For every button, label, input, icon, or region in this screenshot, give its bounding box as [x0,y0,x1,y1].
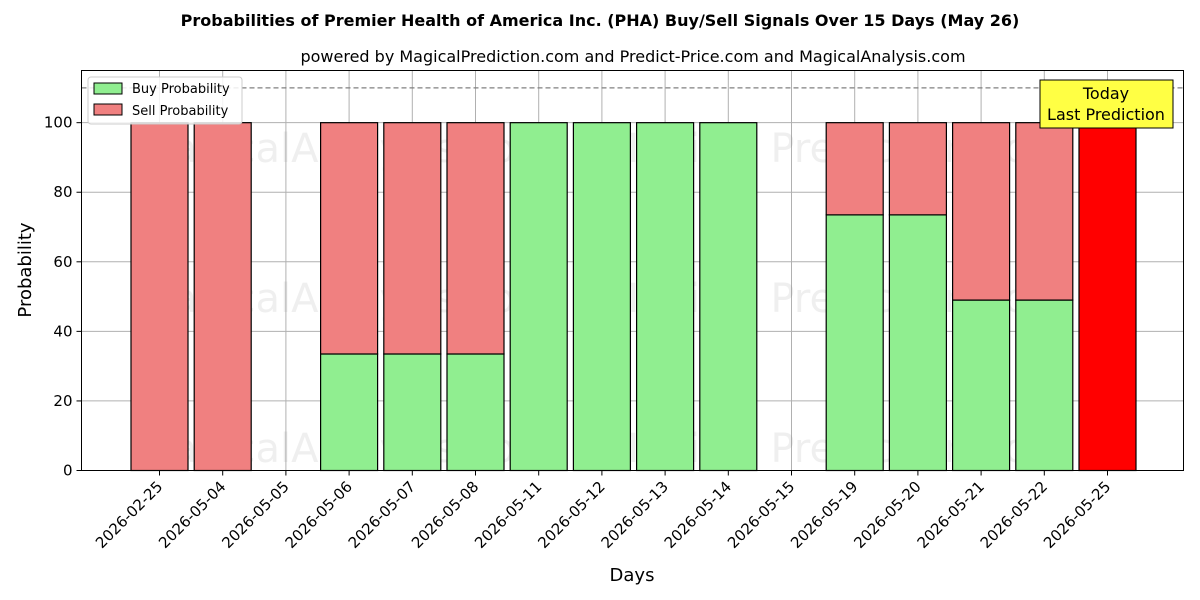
y-tick-label: 0 [63,462,73,480]
legend-label-sell: Sell Probability [132,104,229,119]
bar-buy-2026-05-12 [572,122,632,472]
legend-label-buy: Buy Probability [132,82,230,97]
bar-buy-2026-05-13 [635,122,695,472]
bar-buy-2026-05-22 [1015,299,1074,472]
legend-box [87,76,243,125]
bar-buy-2026-05-20 [888,214,948,472]
y-axis-ticks: 0 20 40 60 80 100 [44,114,82,480]
bar-sell-2026-05-19 [825,122,884,216]
annotation-box [1039,79,1174,129]
bar-buy-2026-05-07 [383,353,442,472]
bar-buy-2026-05-08 [446,353,505,472]
bar-sell-2026-05-22 [1015,122,1074,301]
bar-sell-2026-05-08 [446,122,505,355]
bar-sell-2026-05-21 [951,122,1011,301]
bar-buy-2026-05-19 [825,214,884,472]
bar-buy-2026-05-11 [509,122,568,472]
bar-buy-2026-05-06 [320,353,379,472]
bar-sell-2026-05-06 [320,122,379,355]
bar-buy-2026-05-21 [951,299,1011,472]
bar-sell-2026-05-07 [383,122,442,355]
annotation-line-2: Last Prediction [1047,105,1165,124]
y-tick-label: 40 [53,322,72,340]
y-tick-label: 60 [53,253,72,271]
bar-sell-2026-05-04 [193,122,252,472]
annotation: Today Last Prediction [1039,79,1174,129]
chart-subtitle: powered by MagicalPrediction.com and Pre… [300,47,965,66]
legend-swatch-buy [93,82,123,95]
y-tick-label: 20 [53,392,72,410]
bar-sell-2026-05-20 [888,122,948,216]
bars [130,122,1137,472]
bar-sell-2026-02-25 [130,122,189,472]
legend-swatch-sell [93,103,123,116]
bar-sell-2026-05-25 [1078,122,1137,472]
plot-frame [81,70,1184,471]
y-tick-label: 100 [44,114,73,132]
y-axis-label: Probability [15,222,36,317]
bar-buy-2026-05-14 [699,122,758,472]
y-tick-label: 80 [53,183,72,201]
legend: Buy Probability Sell Probability [87,76,243,125]
x-axis-label: Days [610,565,655,586]
chart-title: Probabilities of Premier Health of Ameri… [181,11,1020,30]
annotation-line-1: Today [1082,84,1129,103]
